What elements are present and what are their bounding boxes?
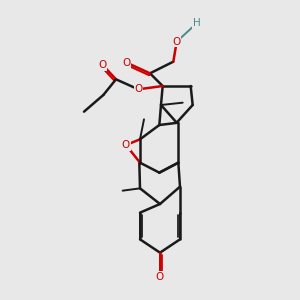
Text: O: O	[122, 58, 131, 68]
Text: O: O	[122, 140, 130, 150]
Text: O: O	[98, 60, 107, 70]
Text: O: O	[156, 272, 164, 282]
Text: O: O	[134, 84, 142, 94]
Text: O: O	[172, 37, 181, 47]
Text: H: H	[193, 18, 200, 28]
